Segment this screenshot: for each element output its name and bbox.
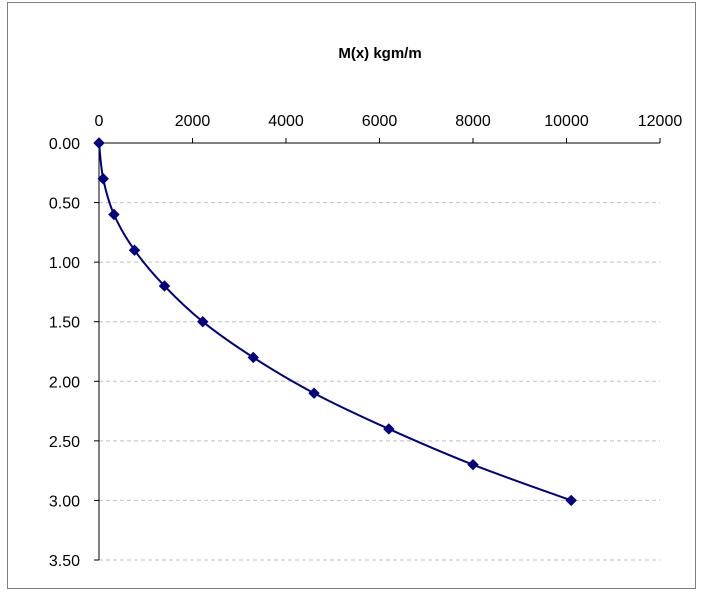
data-point-0 bbox=[93, 137, 105, 149]
y-tick-label-2.00: 2.00 bbox=[49, 374, 80, 391]
chart-frame bbox=[7, 2, 696, 589]
y-tick-label-0.50: 0.50 bbox=[49, 196, 80, 213]
x-tick-label-10000: 10000 bbox=[544, 113, 589, 130]
data-point-1 bbox=[97, 173, 109, 185]
axis-layer: 0.00 0.50 1.00 1.50 2.00 2.50 3.00 3.50 0 2000 400… bbox=[49, 113, 682, 570]
x-tick-label-12000: 12000 bbox=[638, 113, 683, 130]
data-point-9 bbox=[467, 458, 479, 471]
y-tick-label-3.00: 3.00 bbox=[49, 493, 80, 510]
data-point-6 bbox=[247, 351, 259, 364]
data-point-4 bbox=[158, 280, 171, 292]
x-tick-label-2000: 2000 bbox=[175, 113, 211, 130]
x-tick-label-4000: 4000 bbox=[268, 113, 304, 130]
series-line-0 bbox=[98, 142, 572, 502]
grid-layer bbox=[99, 202, 660, 561]
data-point-3 bbox=[128, 244, 141, 256]
data-point-7 bbox=[308, 387, 320, 399]
y-tick-label-2.50: 2.50 bbox=[49, 434, 80, 451]
series-layer bbox=[93, 137, 577, 507]
data-point-2 bbox=[108, 208, 120, 221]
y-tick-label-0.00: 0.00 bbox=[49, 136, 80, 153]
y-tick-label-1.50: 1.50 bbox=[49, 315, 80, 332]
data-point-8 bbox=[383, 423, 395, 435]
x-tick-label-0: 0 bbox=[95, 113, 104, 130]
data-point-10 bbox=[565, 494, 577, 507]
x-tick-label-6000: 6000 bbox=[362, 113, 398, 130]
chart-title: M(x) kgm/m bbox=[338, 45, 421, 62]
data-point-5 bbox=[197, 316, 209, 328]
y-tick-label-3.50: 3.50 bbox=[49, 553, 80, 570]
x-tick-label-8000: 8000 bbox=[455, 113, 491, 130]
y-tick-label-1.00: 1.00 bbox=[49, 255, 80, 272]
